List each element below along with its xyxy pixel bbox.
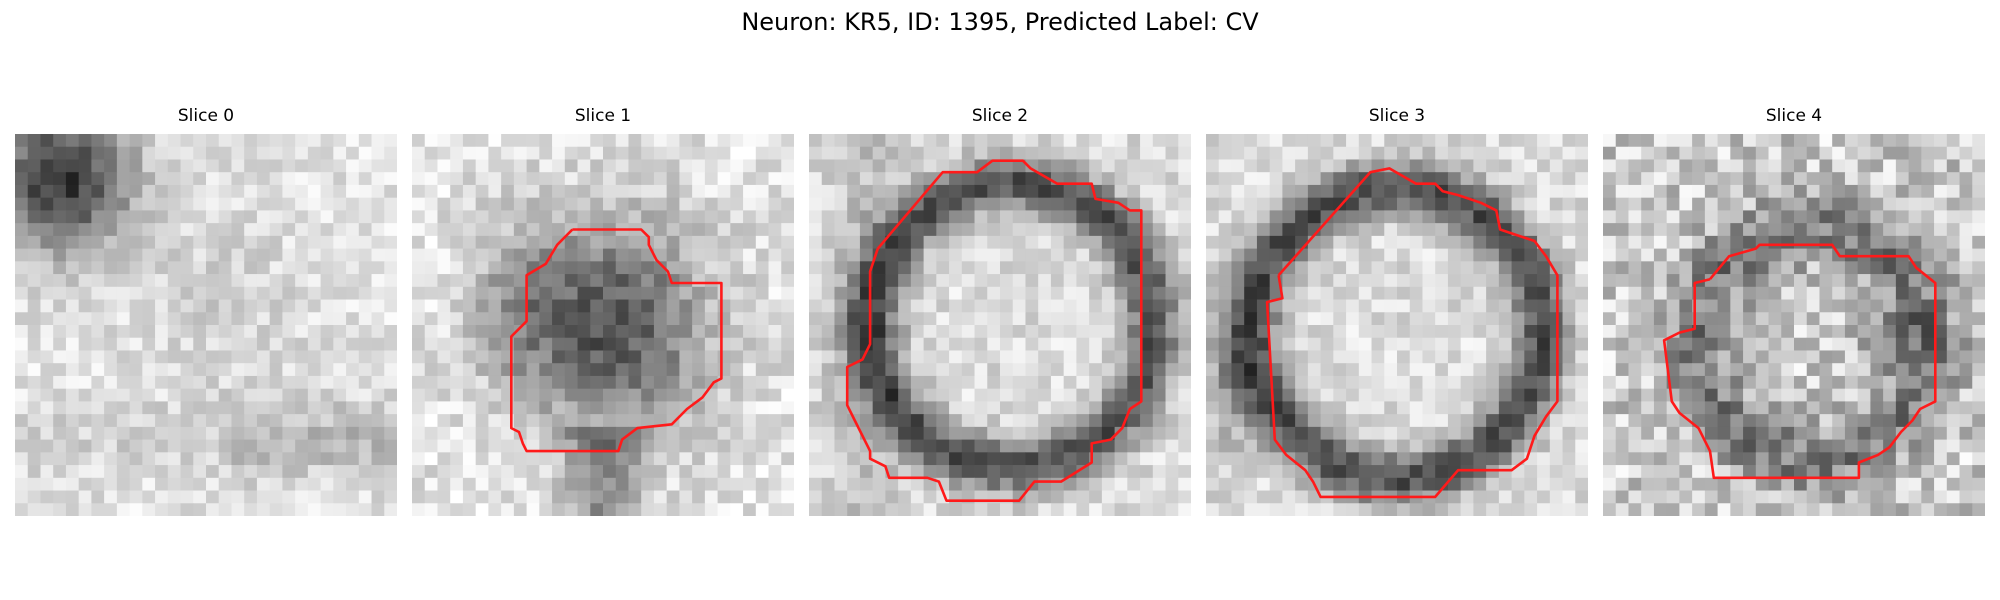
slice-panel-0: Slice 0 xyxy=(15,104,397,516)
slice-image xyxy=(1206,134,1588,516)
slice-panel-4: Slice 4 xyxy=(1603,104,1985,516)
segmentation-contour xyxy=(1265,167,1559,499)
slice-title: Slice 0 xyxy=(177,106,235,126)
figure-title: Neuron: KR5, ID: 1395, Predicted Label: … xyxy=(741,8,1259,36)
grayscale-patch-image xyxy=(1603,134,1985,516)
grayscale-patch-image xyxy=(412,134,794,516)
slice-title: Slice 2 xyxy=(971,106,1029,126)
grayscale-patch-image xyxy=(15,134,397,516)
slice-title: Slice 4 xyxy=(1765,106,1823,126)
slice-panel-1: Slice 1 xyxy=(412,104,794,516)
slice-image xyxy=(412,134,794,516)
segmentation-contour xyxy=(845,159,1143,503)
slice-image xyxy=(15,134,397,516)
grayscale-patch-image xyxy=(1206,134,1588,516)
slice-panel-2: Slice 2 xyxy=(809,104,1191,516)
slice-image xyxy=(1603,134,1985,516)
segmentation-contour xyxy=(1662,243,1937,480)
slice-image xyxy=(809,134,1191,516)
segmentation-contour xyxy=(510,228,723,453)
slice-title: Slice 3 xyxy=(1368,106,1426,126)
slice-panel-3: Slice 3 xyxy=(1206,104,1588,516)
grayscale-patch-image xyxy=(809,134,1191,516)
slice-title: Slice 1 xyxy=(574,106,632,126)
